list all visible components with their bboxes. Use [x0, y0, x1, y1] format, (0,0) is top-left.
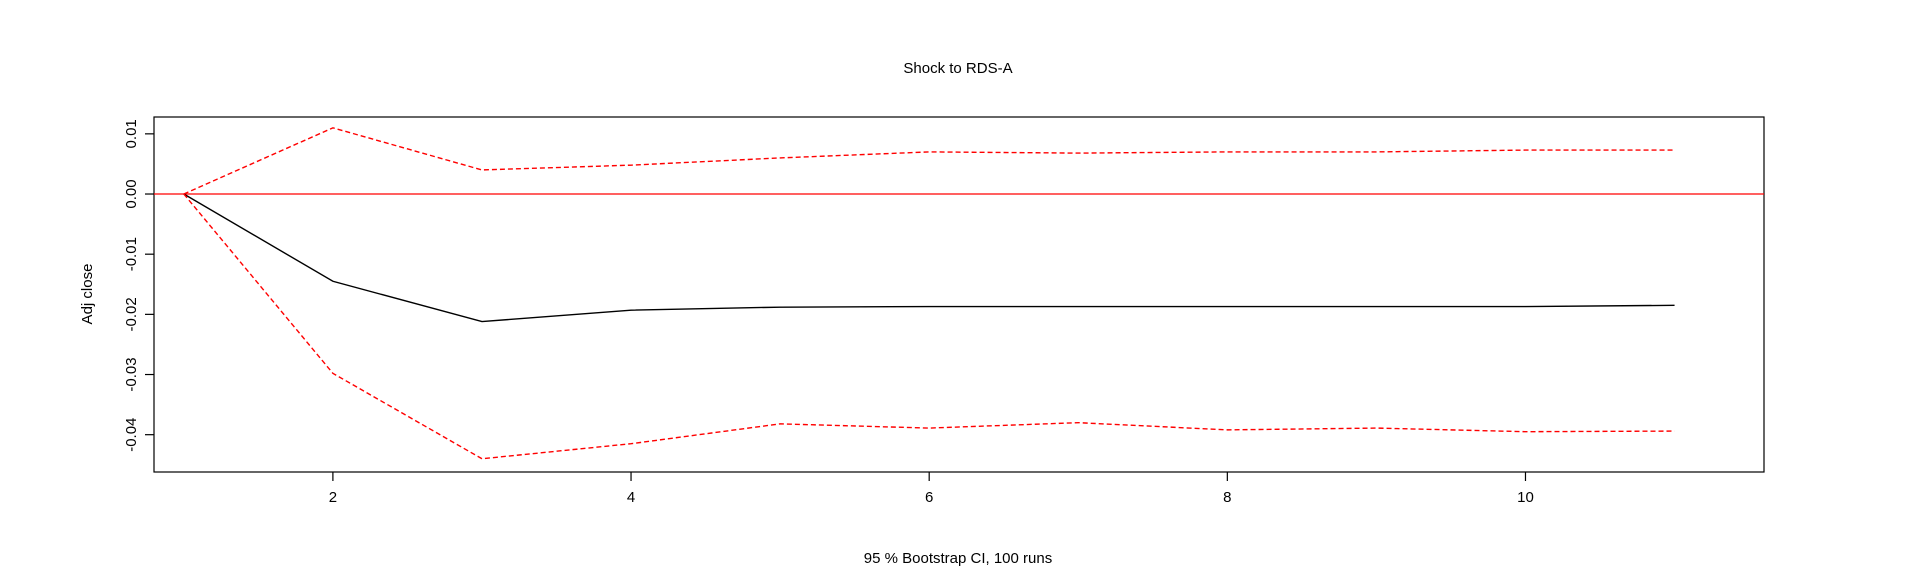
y-tick-label: -0.01	[123, 237, 140, 271]
x-axis-label: 95 % Bootstrap CI, 100 runs	[864, 550, 1052, 567]
plot-frame	[153, 116, 1765, 473]
x-tick-label: 8	[1223, 489, 1231, 506]
series-line-lower	[183, 193, 1675, 460]
x-tick-label: 2	[329, 489, 337, 506]
y-axis-label: Adj close	[79, 264, 96, 325]
series-line-upper	[183, 127, 1675, 195]
series-layer	[183, 127, 1675, 460]
y-axis: 0.01 0.00 -0.01 -0.02 -0.03 -0.04	[123, 119, 154, 452]
x-axis: 2 4 6 8 10	[329, 472, 1534, 506]
y-tick-label: -0.02	[123, 297, 140, 331]
chart-title: Shock to RDS-A	[903, 60, 1012, 77]
x-tick-label: 10	[1517, 489, 1534, 506]
x-tick-label: 6	[925, 489, 933, 506]
y-tick-label: 0.00	[123, 179, 140, 208]
y-tick-label: 0.01	[123, 119, 140, 148]
x-tick-label: 4	[627, 489, 635, 506]
y-tick-label: -0.03	[123, 357, 140, 391]
y-tick-label: -0.04	[123, 418, 140, 452]
series-line-irf	[183, 193, 1675, 323]
